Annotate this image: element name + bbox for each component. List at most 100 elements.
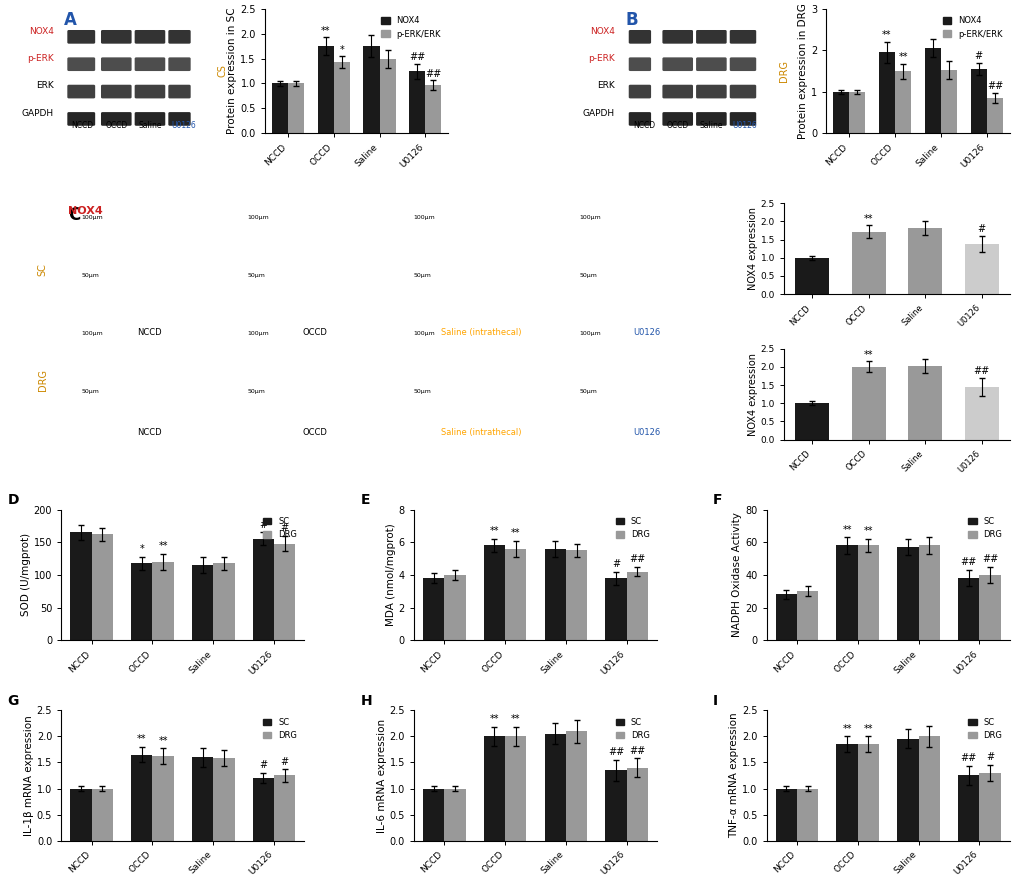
Bar [851,367,884,440]
Bar [897,739,918,841]
Y-axis label: IL-1β mRNA expression: IL-1β mRNA expression [23,715,34,835]
Text: 50μm: 50μm [248,273,265,278]
Bar [907,366,942,440]
Text: Saline: Saline [139,120,162,129]
Bar [833,92,848,134]
FancyBboxPatch shape [135,30,165,43]
FancyBboxPatch shape [67,58,95,71]
Bar [423,789,444,841]
FancyBboxPatch shape [628,112,650,126]
Text: **: ** [842,525,851,535]
Text: 100μm: 100μm [82,331,103,335]
Text: **: ** [489,527,498,536]
Text: **: ** [511,528,520,538]
Text: U0126: U0126 [633,328,660,337]
Bar [92,789,113,841]
Text: ##: ## [960,558,976,567]
Text: #: # [259,519,267,530]
Text: 50μm: 50μm [579,389,597,394]
Text: Saline (intrathecal): Saline (intrathecal) [440,428,521,437]
Bar [287,83,304,134]
Bar [333,62,350,134]
Bar [409,71,425,134]
Text: 50μm: 50μm [248,389,265,394]
Bar [483,545,504,640]
FancyBboxPatch shape [695,85,726,98]
FancyBboxPatch shape [729,58,755,71]
Text: B: B [625,12,638,29]
Bar [796,591,817,640]
Legend: NOX4, p-ERK/ERK: NOX4, p-ERK/ERK [378,13,444,42]
Bar [918,545,938,640]
Text: F: F [712,493,721,507]
Text: NOX4: NOX4 [590,27,614,35]
Legend: SC, DRG: SC, DRG [611,714,652,743]
Text: E: E [360,493,370,507]
Bar [605,578,626,640]
Bar [131,563,152,640]
Text: DRG: DRG [38,369,48,391]
Bar [274,775,296,841]
Legend: SC, DRG: SC, DRG [611,513,652,543]
FancyBboxPatch shape [729,85,755,98]
FancyBboxPatch shape [729,112,755,126]
Bar [544,734,566,841]
FancyBboxPatch shape [135,112,165,126]
Bar [796,789,817,841]
Bar [544,549,566,640]
Text: **: ** [898,51,907,62]
Text: 100μm: 100μm [413,331,435,335]
Bar [444,575,465,640]
Legend: SC, DRG: SC, DRG [964,513,1005,543]
Bar [964,244,998,294]
Text: ##: ## [629,745,645,756]
Text: 50μm: 50μm [413,273,431,278]
Bar [213,758,234,841]
Text: 100μm: 100μm [579,331,601,335]
Text: **: ** [863,724,872,734]
Bar [605,770,626,841]
Bar [70,789,92,841]
Text: 100μm: 100μm [248,331,269,335]
Text: p-ERK: p-ERK [26,54,53,63]
Text: I: I [712,694,717,707]
Text: *: * [140,544,144,554]
Text: 50μm: 50μm [82,273,99,278]
Text: 50μm: 50μm [82,389,99,394]
Bar [836,744,857,841]
Bar [985,98,1002,134]
Bar [504,549,526,640]
FancyBboxPatch shape [661,30,692,43]
Bar [857,545,878,640]
Text: ##: ## [629,554,645,564]
Legend: SC, DRG: SC, DRG [260,714,300,743]
Bar [504,736,526,841]
Text: NCCD: NCCD [137,428,161,437]
Bar [152,756,173,841]
Bar [213,563,234,640]
FancyBboxPatch shape [168,58,191,71]
Text: NCCD: NCCD [633,120,654,129]
Y-axis label: NOX4 expression: NOX4 expression [747,352,757,435]
Bar [878,52,894,134]
Y-axis label: Protein expression in SC: Protein expression in SC [227,8,237,135]
Bar [957,775,978,841]
Bar [924,49,940,134]
Text: **: ** [489,714,498,724]
Y-axis label: IL-6 mRNA expression: IL-6 mRNA expression [376,719,386,833]
FancyBboxPatch shape [661,85,692,98]
Bar [836,545,857,640]
Bar [423,578,444,640]
Y-axis label: NOX4 expression: NOX4 expression [747,207,757,290]
Text: D: D [8,493,19,507]
Bar [317,46,333,134]
Text: OCCD: OCCD [105,120,127,129]
Text: ##: ## [985,81,1002,91]
Text: NOX4: NOX4 [29,27,53,35]
FancyBboxPatch shape [168,30,191,43]
Text: NCCD: NCCD [137,328,161,337]
Bar [897,547,918,640]
Text: 100μm: 100μm [248,215,269,220]
Text: U0126: U0126 [171,120,196,129]
Text: ##: ## [960,753,976,764]
